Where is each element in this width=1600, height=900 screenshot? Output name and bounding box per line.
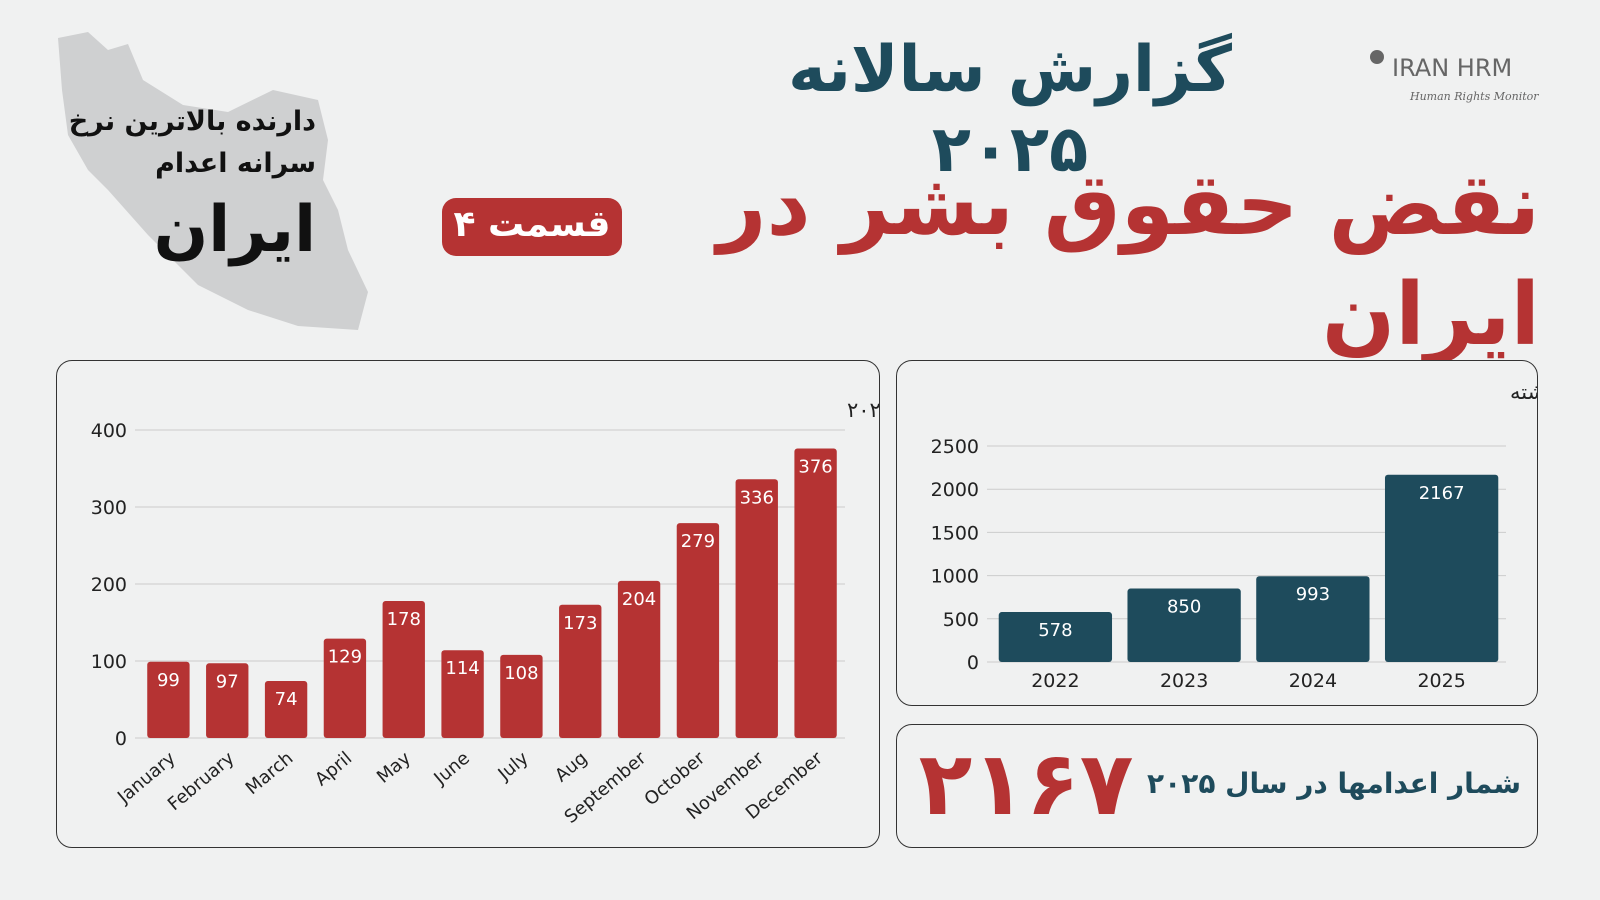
- part-badge: قسمت ۴: [442, 198, 622, 256]
- data-label: 74: [275, 689, 298, 710]
- data-label: 97: [216, 671, 239, 692]
- bar: [264, 681, 308, 738]
- x-tick-label: February: [164, 748, 239, 816]
- x-tick-label: May: [373, 748, 415, 788]
- data-label: 336: [740, 487, 774, 508]
- data-label: 850: [1167, 597, 1201, 618]
- chart-title: آمار ماهانه اعدام ها در ایران در سال ۲۰۲…: [847, 397, 879, 422]
- bar: [441, 650, 484, 738]
- report-title: گزارش سالانه ۲۰۲۵: [788, 33, 1232, 187]
- data-label: 993: [1296, 584, 1330, 605]
- data-label: 129: [328, 647, 362, 668]
- bar: [500, 654, 543, 738]
- x-tick-label: Aug: [551, 748, 591, 787]
- data-label: 108: [504, 663, 538, 684]
- data-label: 114: [445, 658, 479, 679]
- y-tick-label: 2000: [931, 479, 979, 501]
- total-label: شمار اعدامها در سال ۲۰۲۵: [1147, 767, 1521, 800]
- logo-tagline: Human Rights Monitor: [1410, 90, 1539, 103]
- bar: [382, 600, 425, 738]
- bar: [1127, 588, 1241, 662]
- data-label: 204: [622, 589, 656, 610]
- x-tick-label: April: [311, 748, 356, 791]
- yearly-comparison-chart: مقایسه آماری چهار سال گذشته 0 500 1000 1500 2…: [931, 379, 1600, 692]
- bar: [735, 479, 778, 738]
- map-caption-line1: دارنده بالاترین نرخ: [68, 106, 316, 137]
- bar: [206, 663, 249, 738]
- bar: [323, 638, 367, 738]
- y-tick-label: 300: [91, 497, 127, 519]
- data-label: 178: [387, 609, 421, 630]
- y-tick-label: 100: [91, 651, 127, 673]
- chart-title: مقایسه آماری چهار سال گذشته: [1510, 379, 1537, 404]
- x-tick-label: 2023: [1160, 670, 1208, 692]
- y-tick-label: 400: [91, 420, 127, 442]
- x-tick-label: 2024: [1289, 670, 1337, 692]
- x-tick-label: 2022: [1031, 670, 1079, 692]
- map-caption-line2: سرانه اعدام: [155, 148, 316, 179]
- iran-hrm-logo: IRAN HRM Human Rights Monitor: [1370, 50, 1540, 120]
- yearly-chart-panel: مقایسه آماری چهار سال گذشته 0 500 1000 1500 2…: [896, 360, 1600, 706]
- x-tick-label: July: [494, 748, 533, 786]
- y-tick-label: 1000: [931, 566, 979, 588]
- y-tick-label: 0: [115, 728, 127, 750]
- data-label: 578: [1038, 620, 1072, 641]
- y-tick-label: 500: [943, 609, 979, 631]
- y-tick-label: 1500: [931, 522, 979, 544]
- y-tick-label: 0: [967, 652, 979, 674]
- monthly-executions-chart: آمار ماهانه اعدام ها در ایران در سال ۲۰۲…: [91, 397, 1221, 828]
- data-label: 99: [157, 670, 180, 691]
- logo-figure-icon: [1370, 50, 1384, 64]
- logo-name: IRAN HRM: [1392, 54, 1513, 82]
- data-label: 173: [563, 613, 597, 634]
- data-label: 279: [681, 531, 715, 552]
- bar: [794, 448, 837, 738]
- total-value: ۲۱۶۷: [918, 732, 1134, 835]
- y-tick-label: 200: [91, 574, 127, 596]
- bar: [147, 661, 190, 738]
- iran-map-silhouette: [58, 32, 368, 330]
- map-country: ایران: [153, 193, 316, 267]
- x-tick-label: June: [430, 748, 474, 790]
- x-tick-label: 2025: [1417, 670, 1465, 692]
- bar: [1384, 474, 1499, 662]
- bar: [998, 612, 1113, 662]
- y-tick-label: 2500: [931, 436, 979, 458]
- x-tick-label: March: [242, 748, 298, 799]
- bar: [676, 523, 720, 738]
- bar: [1256, 576, 1370, 662]
- report-subtitle: نقض حقوق بشر در ایران: [717, 155, 1540, 365]
- data-label: 2167: [1419, 483, 1465, 504]
- total-panel: شمار اعدامها در سال ۲۰۲۵ ۲۱۶۷: [896, 724, 1538, 848]
- bar: [617, 580, 661, 738]
- monthly-chart-panel: آمار ماهانه اعدام ها در ایران در سال ۲۰۲…: [56, 360, 1221, 848]
- bar: [559, 604, 602, 738]
- data-label: 376: [798, 456, 832, 477]
